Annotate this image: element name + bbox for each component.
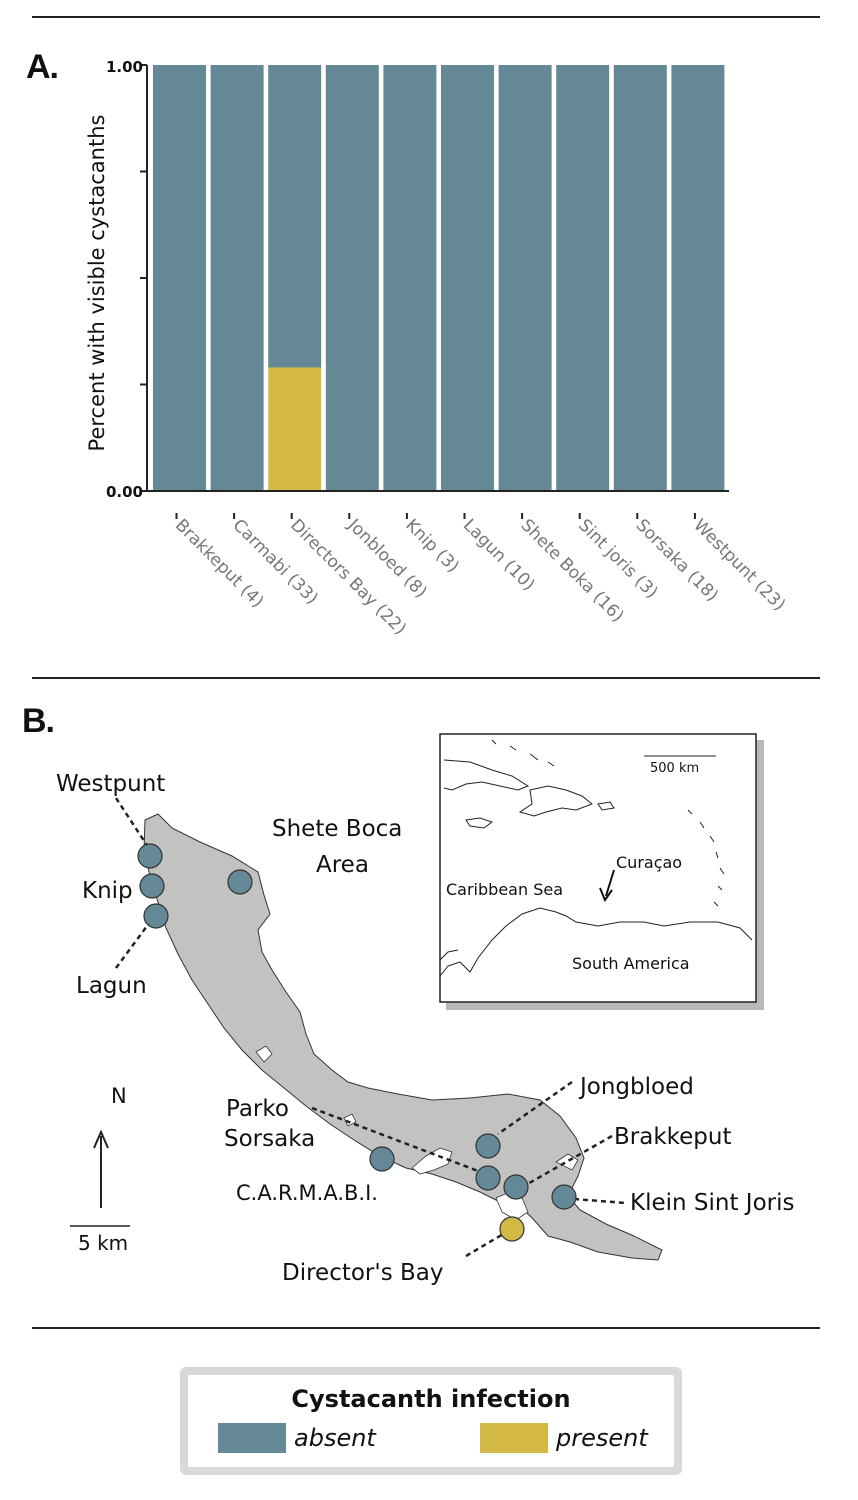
bar-absent-5 [441,65,494,491]
inset-south-america-label: South America [572,954,690,973]
label-shete-boca-line2: Area [316,852,369,878]
y-axis-label: Percent with visible cystacanths [85,115,109,452]
bar-present-2 [268,367,322,491]
legend-label-absent: absent [294,1424,376,1452]
label-jongbloed: Jongbloed [578,1074,694,1100]
label-sorsaka: Sorsaka [224,1126,315,1152]
lagoon-3 [411,1147,453,1175]
site-sorsaka-marker [475,1165,501,1191]
site-shete-boca-marker [227,869,253,895]
y-tick-label-bottom: 0.00 [106,483,143,501]
legend-swatch-present [480,1423,548,1453]
inset-cuba [443,759,530,791]
leader-brakkeput [523,1134,613,1188]
panel-b-label: B. [22,702,55,740]
bar-absent-8 [613,65,667,491]
bar-absent-2 [268,65,322,368]
site-brakkeput-marker [503,1174,529,1200]
label-westpunt: Westpunt [56,771,165,797]
bar-absent-3 [325,65,379,491]
inset-antilles [687,809,725,907]
north-arrow-head [93,1129,109,1149]
legend-label-present: present [556,1424,648,1452]
leader-westpunt [114,797,152,851]
label-brakkeput: Brakkeput [614,1124,732,1150]
y-ticks-group [140,64,147,492]
label-klein-sint-joris: Klein Sint Joris [630,1190,794,1216]
bars-group [153,65,725,491]
x-tick-label-6: Shete Boka (16) [517,515,628,626]
legend-title: Cystacanth infection [291,1385,571,1413]
bottom-rule [32,1327,820,1329]
inset-south-america [439,907,753,977]
y-tick-label-top: 1.00 [106,58,143,76]
site-lagun-marker [143,903,169,929]
inset-hispaniola [518,785,593,817]
bar-absent-7 [556,65,610,491]
inset-bahamas [491,739,555,767]
x-tick-labels-group: Brakkeput (4)Carmabi (33)Directors Bay (… [171,513,789,639]
label-directors-bay: Director's Bay [282,1260,444,1286]
inset-caribbean-sea-label: Caribbean Sea [446,880,563,899]
label-lagun: Lagun [76,973,147,999]
panel-a-label: A. [26,48,59,86]
north-label: N [111,1084,127,1108]
curacao-island [143,813,663,1261]
label-carmabi: C.A.R.M.A.B.I. [236,1181,378,1205]
leader-kleinsintjoris [573,1197,627,1205]
lagoon-1 [255,1045,273,1063]
leader-sorsaka [311,1106,487,1176]
site-carmabi-marker [369,1146,395,1172]
top-rule [32,16,820,18]
scale-label: 5 km [78,1231,128,1255]
bar-absent-9 [671,65,725,491]
lagoon-2 [343,1113,357,1127]
inset-curacao-arrow [605,869,615,897]
bar-absent-1 [210,65,264,491]
inset-map: 500 km Curaçao Caribbean Sea South Ameri… [439,733,764,1010]
site-klein-sint-joris-marker [551,1184,577,1210]
label-shete-boca-line1: Shete Boca [272,816,402,842]
inset-puerto-rico [597,801,615,811]
legend-swatch-absent [218,1423,286,1453]
site-directors-bay-marker [499,1216,525,1242]
label-knip: Knip [82,878,133,904]
middle-rule [32,677,820,679]
leader-lagun [114,921,152,969]
site-knip-marker [139,873,165,899]
bar-absent-4 [383,65,437,491]
inset-curacao-label: Curaçao [616,853,682,872]
legend: Cystacanth infection absent present [180,1367,682,1475]
inset-jamaica [465,817,494,829]
leader-jongbloed [497,1080,573,1136]
bar-chart: 1.00 0.00 Percent with visible cystacant… [85,58,789,639]
site-jongbloed-marker [475,1133,501,1159]
inset-scale-label: 500 km [650,761,699,776]
label-parko: Parko [226,1096,289,1122]
curacao-map: Westpunt Knip Lagun Shete Boca Area Park… [56,733,794,1286]
inset-curacao-arrowhead [599,887,613,903]
site-westpunt-marker [137,843,163,869]
bar-absent-6 [498,65,552,491]
inset-central-america [439,949,459,961]
bar-absent-0 [153,65,206,491]
